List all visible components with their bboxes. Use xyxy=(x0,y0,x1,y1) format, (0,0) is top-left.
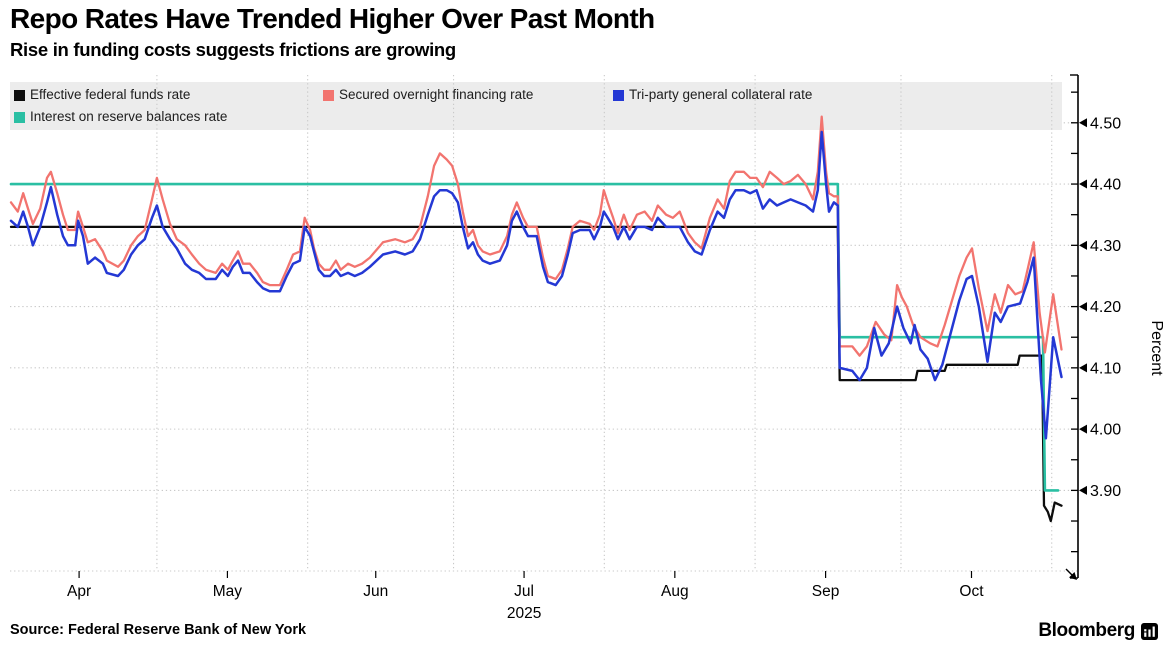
y-tick-label: 3.90 xyxy=(1090,483,1121,500)
legend-background xyxy=(10,82,1062,130)
bloomberg-logo-icon xyxy=(1141,622,1158,640)
series-secured-overnight-financing-rate xyxy=(9,115,1063,357)
y-axis: 4.50 4.40 4.30 4.20 4.10 4.00 3.90 Percent xyxy=(1070,74,1165,579)
h-gridlines xyxy=(10,122,1078,572)
legend-swatch xyxy=(14,111,25,123)
legend-item-1: Effective federal funds rate xyxy=(14,87,190,103)
y-tick-marker xyxy=(1079,179,1087,189)
y-tick-label: 4.50 xyxy=(1090,115,1121,132)
y-tick-marker xyxy=(1079,363,1087,373)
y-tick-marker xyxy=(1079,302,1087,312)
legend-label: Effective federal funds rate xyxy=(30,87,191,102)
y-tick-marker xyxy=(1079,485,1087,495)
source-note: Source: Federal Reserve Bank of New York xyxy=(10,622,307,638)
bloomberg-brand: Bloomberg xyxy=(1038,620,1158,642)
x-tick-label: May xyxy=(213,583,243,600)
legend-swatch xyxy=(14,89,25,101)
chart-subtitle: Rise in funding costs suggests frictions… xyxy=(10,39,456,60)
legend-label: Tri-party general collateral rate xyxy=(629,87,813,102)
x-axis: Apr May Jun Jul Aug Sep Oct 2025 xyxy=(67,568,1077,622)
page-title: Repo Rates Have Trended Higher Over Past… xyxy=(10,3,655,34)
y-tick-label: 4.30 xyxy=(1090,238,1121,255)
series-effective-federal-funds-rate xyxy=(9,225,1063,523)
x-tick-label: Apr xyxy=(67,583,91,600)
y-tick-marker xyxy=(1079,240,1087,250)
y-tick-label: 4.10 xyxy=(1090,360,1121,377)
series-lines xyxy=(9,115,1063,523)
series-tri-party-general-collateral-rate xyxy=(9,130,1063,440)
chart-legend: Effective federal funds rate Secured over… xyxy=(10,82,1062,130)
y-tick-marker xyxy=(1079,118,1087,128)
legend-swatch xyxy=(323,89,334,101)
y-tick-label: 4.40 xyxy=(1090,177,1121,194)
y-tick-label: 4.00 xyxy=(1090,422,1121,439)
y-tick-label: 4.20 xyxy=(1090,299,1121,316)
legend-label: Secured overnight financing rate xyxy=(339,87,534,102)
legend-item-4: Interest on reserve balances rate xyxy=(14,109,227,125)
bloomberg-wordmark: Bloomberg xyxy=(1038,620,1135,641)
legend-label: Interest on reserve balances rate xyxy=(30,109,228,124)
x-year-label: 2025 xyxy=(507,605,541,622)
legend-item-2: Secured overnight financing rate xyxy=(323,87,533,103)
legend-item-3: Tri-party general collateral rate xyxy=(613,87,812,103)
x-tick-label: Oct xyxy=(959,583,984,600)
y-tick-marker xyxy=(1079,424,1087,434)
x-tick-label: Jul xyxy=(514,583,534,600)
legend-swatch xyxy=(613,89,624,101)
x-tick-label: Aug xyxy=(661,583,689,600)
v-gridlines xyxy=(156,75,1053,571)
x-tick-label: Sep xyxy=(812,583,840,600)
y-axis-title: Percent xyxy=(1148,320,1165,376)
x-tick-label: Jun xyxy=(363,583,388,600)
axis-end-arrow-icon xyxy=(1069,572,1077,580)
